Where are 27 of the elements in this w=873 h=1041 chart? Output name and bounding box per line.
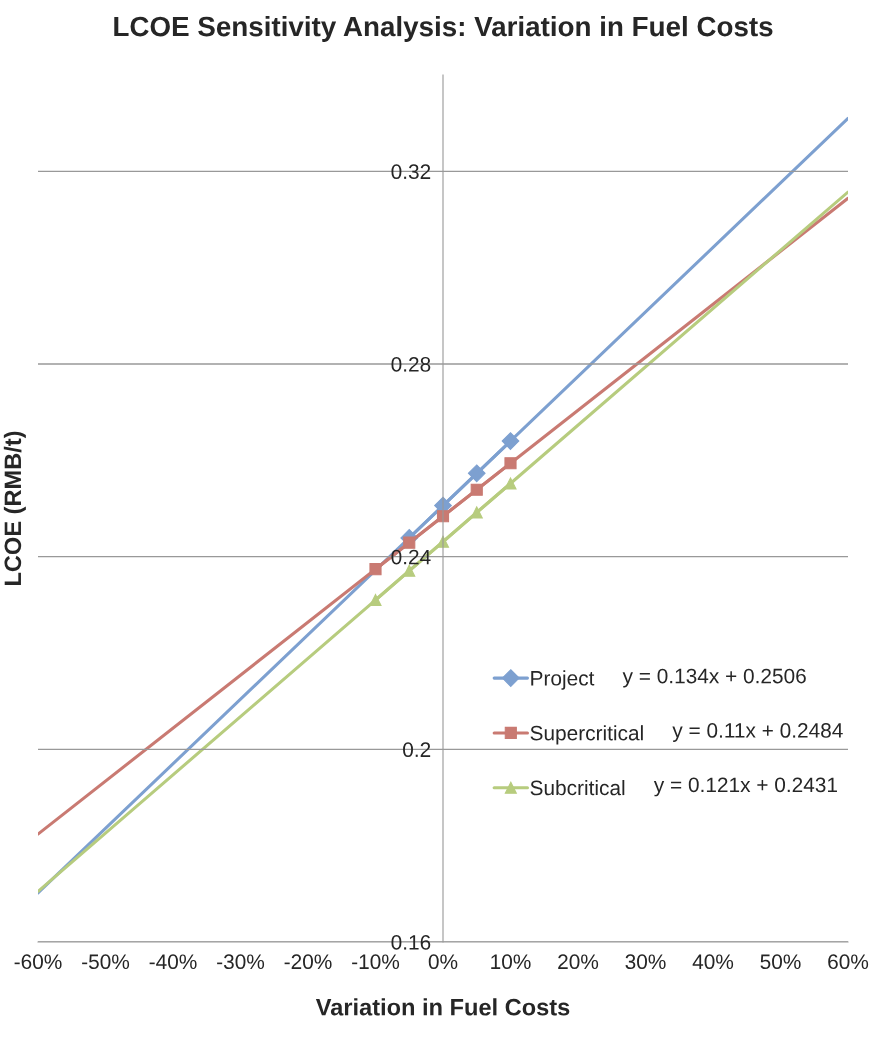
annotation: y = 0.134x + 0.2506 [622, 668, 806, 688]
x-tick-label: 40% [692, 954, 734, 970]
legend-label: Subcritical [530, 779, 625, 796]
x-tick-label: -40% [149, 954, 197, 970]
x-tick-label: 30% [625, 954, 666, 970]
y-tick-label: 0.28 [391, 357, 431, 372]
x-tick-label: 20% [558, 954, 599, 970]
legend-label: Supercritical [530, 725, 643, 745]
y-tick-label: 0.32 [391, 164, 431, 180]
y-tick-label: 0.2 [403, 742, 431, 758]
y-tick-label: 0.16 [391, 935, 431, 950]
y-axis-title: LCOE (RMB/t) [3, 431, 26, 585]
x-tick-label: 60% [828, 954, 869, 970]
x-tick-label: -50% [82, 954, 130, 970]
annotation: y = 0.11x + 0.2484 [672, 723, 843, 742]
x-tick-label: -10% [352, 954, 400, 970]
legend-label: Project [531, 670, 595, 690]
x-tick-label: 0% [428, 954, 458, 970]
chart-title: LCOE Sensitivity Analysis: Variation in Fuel Costs [114, 15, 773, 42]
x-tick-label: -60% [14, 954, 62, 970]
x-tick-label: 10% [491, 954, 531, 970]
x-tick-label: -20% [284, 954, 332, 970]
x-tick-label: 50% [760, 954, 801, 970]
x-axis-title: Variation in Fuel Costs [315, 998, 570, 1016]
annotation: y = 0.121x + 0.2431 [653, 777, 837, 797]
y-tick-label: 0.24 [391, 549, 431, 565]
x-tick-label: -30% [217, 954, 265, 970]
